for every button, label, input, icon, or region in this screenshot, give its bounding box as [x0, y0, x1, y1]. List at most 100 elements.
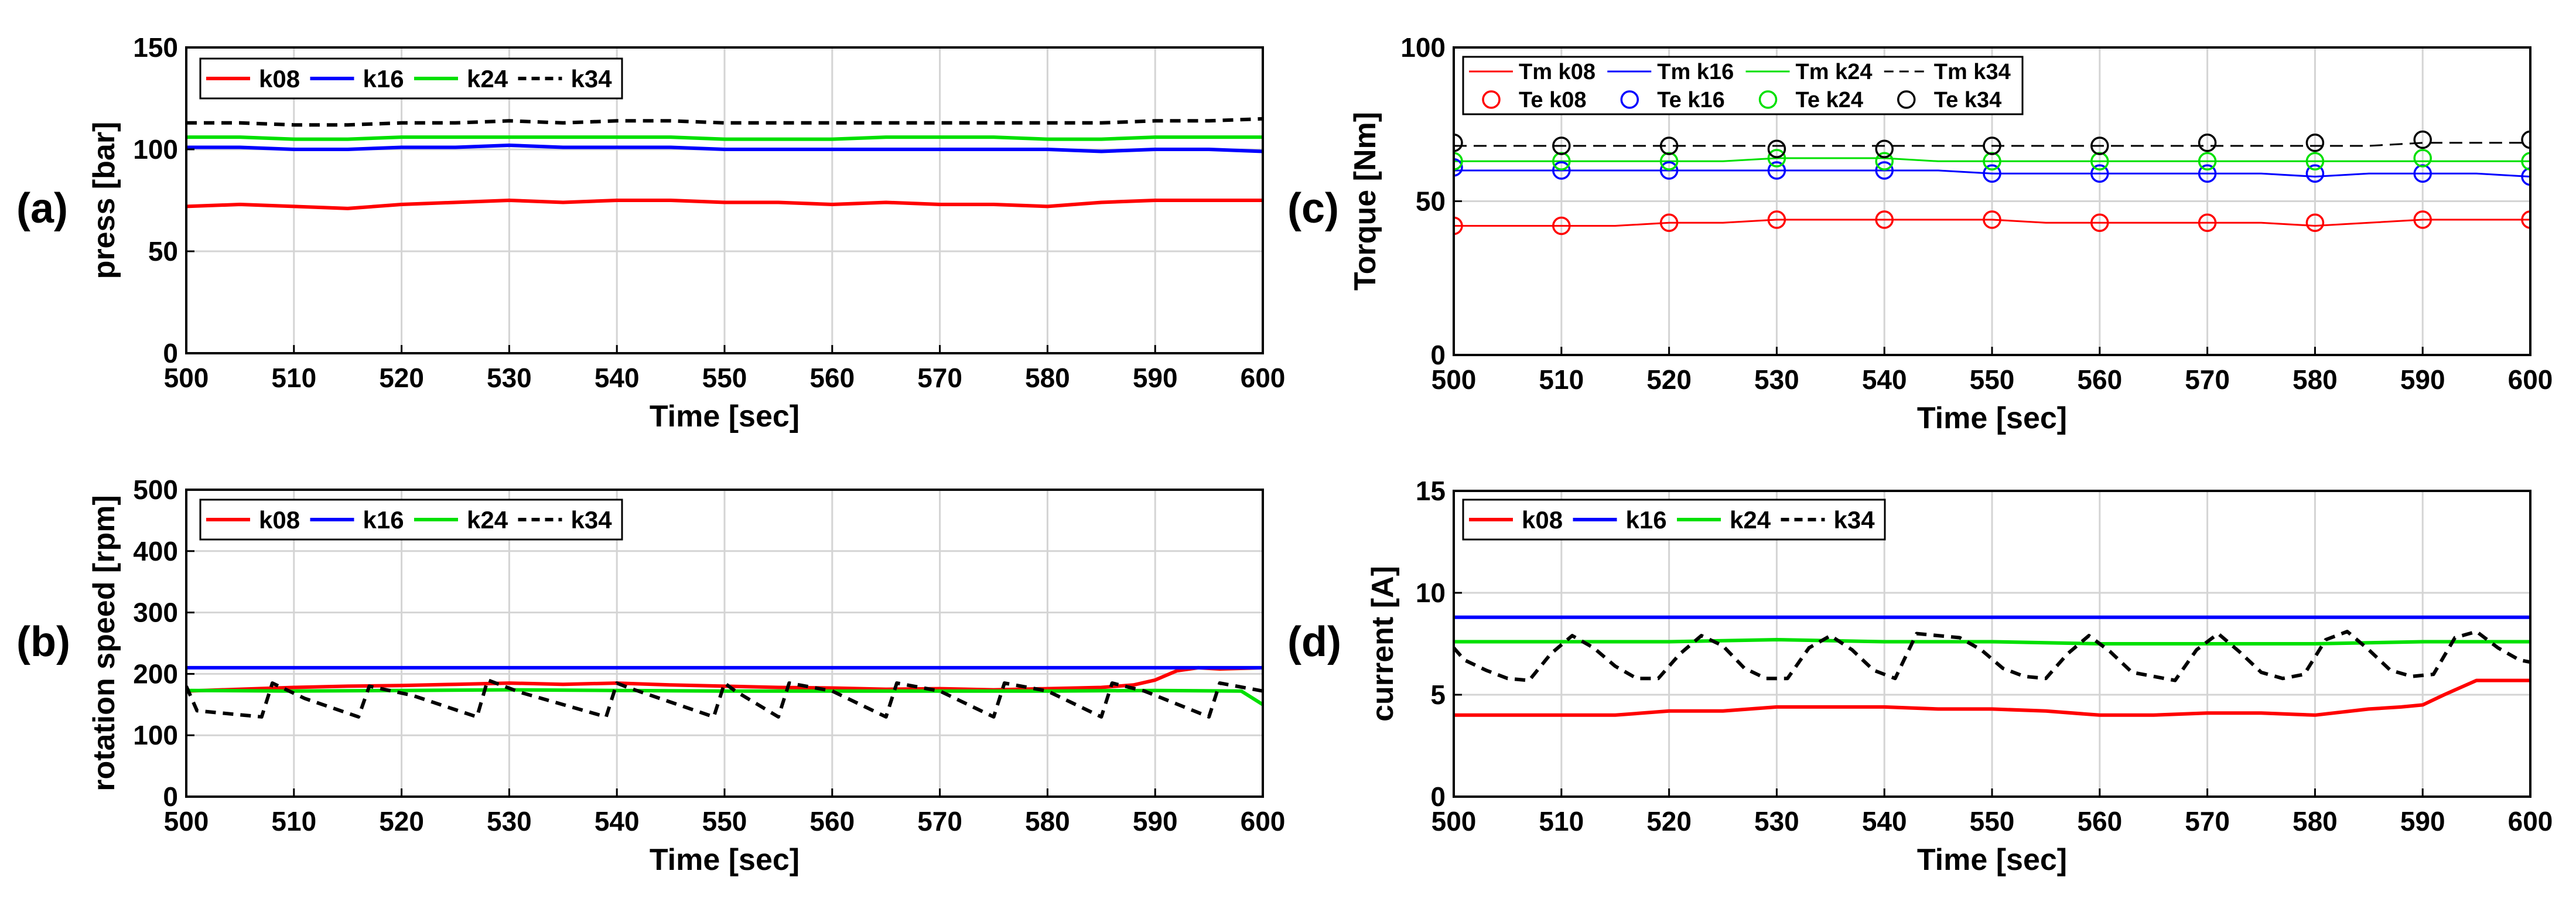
data-point-te-k34: [1659, 136, 1679, 155]
data-point-te-k34: [1552, 136, 1571, 155]
x-axis-label: Time [sec]: [650, 400, 800, 433]
legend-swatch: [1758, 90, 1778, 109]
chart-panel-1: 500 510 520 530 540 550 560 570 580 590 600 0 50 100 1…: [16, 32, 1285, 433]
x-tick-label: 570: [917, 363, 962, 393]
series-line-k08: [1454, 678, 2530, 717]
y-tick-label: 50: [1416, 186, 1446, 217]
chart-panel-4: 500 510 520 530 540 550 560 570 580 590 600051015T…: [1287, 476, 2553, 877]
x-tick-label: 580: [2293, 364, 2338, 395]
x-tick-label: 510: [271, 363, 316, 393]
data-point-te-k34: [1454, 134, 1463, 152]
legend-label: Te k16: [1657, 88, 1724, 112]
series-line-k24: [1454, 638, 2530, 646]
x-tick-label: 590: [2400, 364, 2445, 395]
data-point-te-k16: [2305, 164, 2325, 183]
series-group: [1454, 615, 2530, 717]
data-point-te-k24: [2413, 149, 2432, 168]
legend-label: k16: [363, 65, 404, 93]
x-tick-label: 500: [164, 363, 209, 393]
x-tick-label: 570: [2185, 806, 2230, 836]
x-tick-label: 530: [487, 806, 532, 836]
x-tick-label: 560: [2077, 806, 2122, 836]
data-point-te-k08: [1659, 213, 1679, 232]
legend-label: k08: [1522, 506, 1563, 534]
series-line-k24: [186, 135, 1263, 141]
series-line-k34: [186, 678, 1263, 719]
x-tick-label: 510: [1539, 364, 1584, 395]
data-point-te-k24: [2198, 152, 2217, 170]
data-point-te-k08: [1552, 216, 1571, 235]
x-tick-label: 590: [1133, 806, 1178, 836]
legend: k08 k16 k24 k34: [199, 498, 623, 541]
series-line-k34: [1454, 630, 2530, 682]
x-tick-label: 600: [1241, 806, 1286, 836]
series-line-k08: [186, 199, 1263, 210]
legend: k08 k16 k24 k34: [199, 57, 623, 100]
data-point-te-k24: [1454, 152, 1463, 170]
legend: k08 k16 k24 k34: [1462, 498, 1886, 541]
x-tick-label: 520: [1646, 364, 1692, 395]
data-point-te-k16: [1875, 161, 1894, 180]
legend-box: [1462, 56, 2024, 115]
data-point-te-k08: [2198, 213, 2217, 232]
x-tick-label: 550: [1970, 806, 2015, 836]
series-group: [186, 117, 1263, 210]
data-point-te-k16: [1552, 161, 1571, 180]
x-tick-label: 510: [1539, 806, 1584, 836]
x-tick-label: 590: [1133, 363, 1178, 393]
y-axis-label: Torque [Nm]: [1348, 112, 1382, 291]
x-tick-label: 510: [271, 806, 316, 836]
x-tick-label: 540: [1862, 364, 1907, 395]
x-tick-label: 580: [2293, 806, 2338, 836]
y-tick-label: 0: [1430, 340, 1446, 370]
data-point-te-k34: [1767, 139, 1786, 158]
data-point-te-k34: [2198, 134, 2217, 152]
x-tick-label: 570: [2185, 364, 2230, 395]
data-point-te-k16: [1767, 161, 1786, 180]
data-point-te-k16: [2521, 167, 2530, 186]
x-tick-label: 580: [1025, 806, 1070, 836]
y-tick-label: 100: [133, 720, 178, 750]
y-tick-label: 0: [1430, 781, 1446, 812]
data-point-te-k08: [1767, 210, 1786, 229]
data-point-te-k24: [2305, 152, 2325, 170]
legend: Tm k08 Tm k16 Tm k24 Tm k34 Te k08 Te k16 Te k…: [1462, 56, 2024, 115]
x-axis-label: Time [sec]: [1917, 843, 2067, 877]
legend-label: Tm k34: [1934, 60, 2011, 84]
series-line-k34: [186, 117, 1263, 127]
legend-label: k16: [1626, 506, 1667, 534]
data-point-te-k24: [1767, 149, 1786, 168]
y-tick-label: 150: [133, 32, 178, 63]
data-point-te-k34: [2090, 136, 2109, 155]
legend-label: Tm k08: [1519, 60, 1596, 84]
panel-label: (a): [16, 185, 68, 232]
y-tick-label: 400: [133, 536, 178, 566]
data-point-te-k16: [1454, 158, 1463, 177]
series-group: [1454, 130, 2530, 235]
data-point-te-k08: [2305, 213, 2325, 232]
x-tick-label: 600: [2508, 364, 2553, 395]
data-point-te-k08: [1875, 210, 1894, 229]
x-tick-label: 500: [164, 806, 209, 836]
x-axis-label: Time [sec]: [1917, 401, 2067, 435]
x-tick-label: 570: [917, 806, 962, 836]
legend-label: k24: [1730, 506, 1771, 534]
data-point-te-k34: [2521, 130, 2530, 149]
y-tick-label: 15: [1416, 476, 1446, 506]
data-point-te-k08: [2521, 210, 2530, 229]
x-tick-label: 540: [595, 806, 640, 836]
data-point-te-k08: [1454, 216, 1463, 235]
x-tick-label: 530: [1754, 806, 1799, 836]
data-point-te-k16: [1983, 164, 2001, 183]
series-group: [186, 665, 1263, 719]
x-tick-label: 540: [1862, 806, 1907, 836]
series-line-tm-k16: [1454, 169, 2530, 177]
y-tick-label: 50: [148, 236, 178, 267]
legend-label: Te k24: [1796, 88, 1863, 112]
data-point-te-k16: [2198, 164, 2217, 183]
x-tick-label: 560: [809, 806, 855, 836]
data-point-te-k34: [2413, 130, 2432, 149]
legend-label: k24: [467, 506, 508, 534]
data-point-te-k16: [2090, 164, 2109, 183]
x-tick-label: 600: [2508, 806, 2553, 836]
